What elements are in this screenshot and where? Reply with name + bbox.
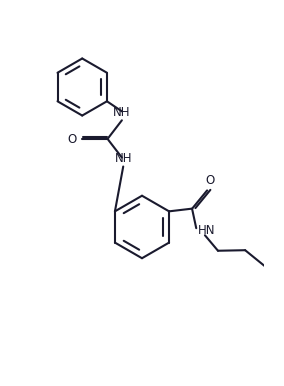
Text: HN: HN: [198, 224, 215, 237]
Text: O: O: [205, 174, 214, 187]
Text: NH: NH: [113, 106, 131, 119]
Text: NH: NH: [114, 152, 132, 165]
Text: O: O: [68, 133, 77, 146]
